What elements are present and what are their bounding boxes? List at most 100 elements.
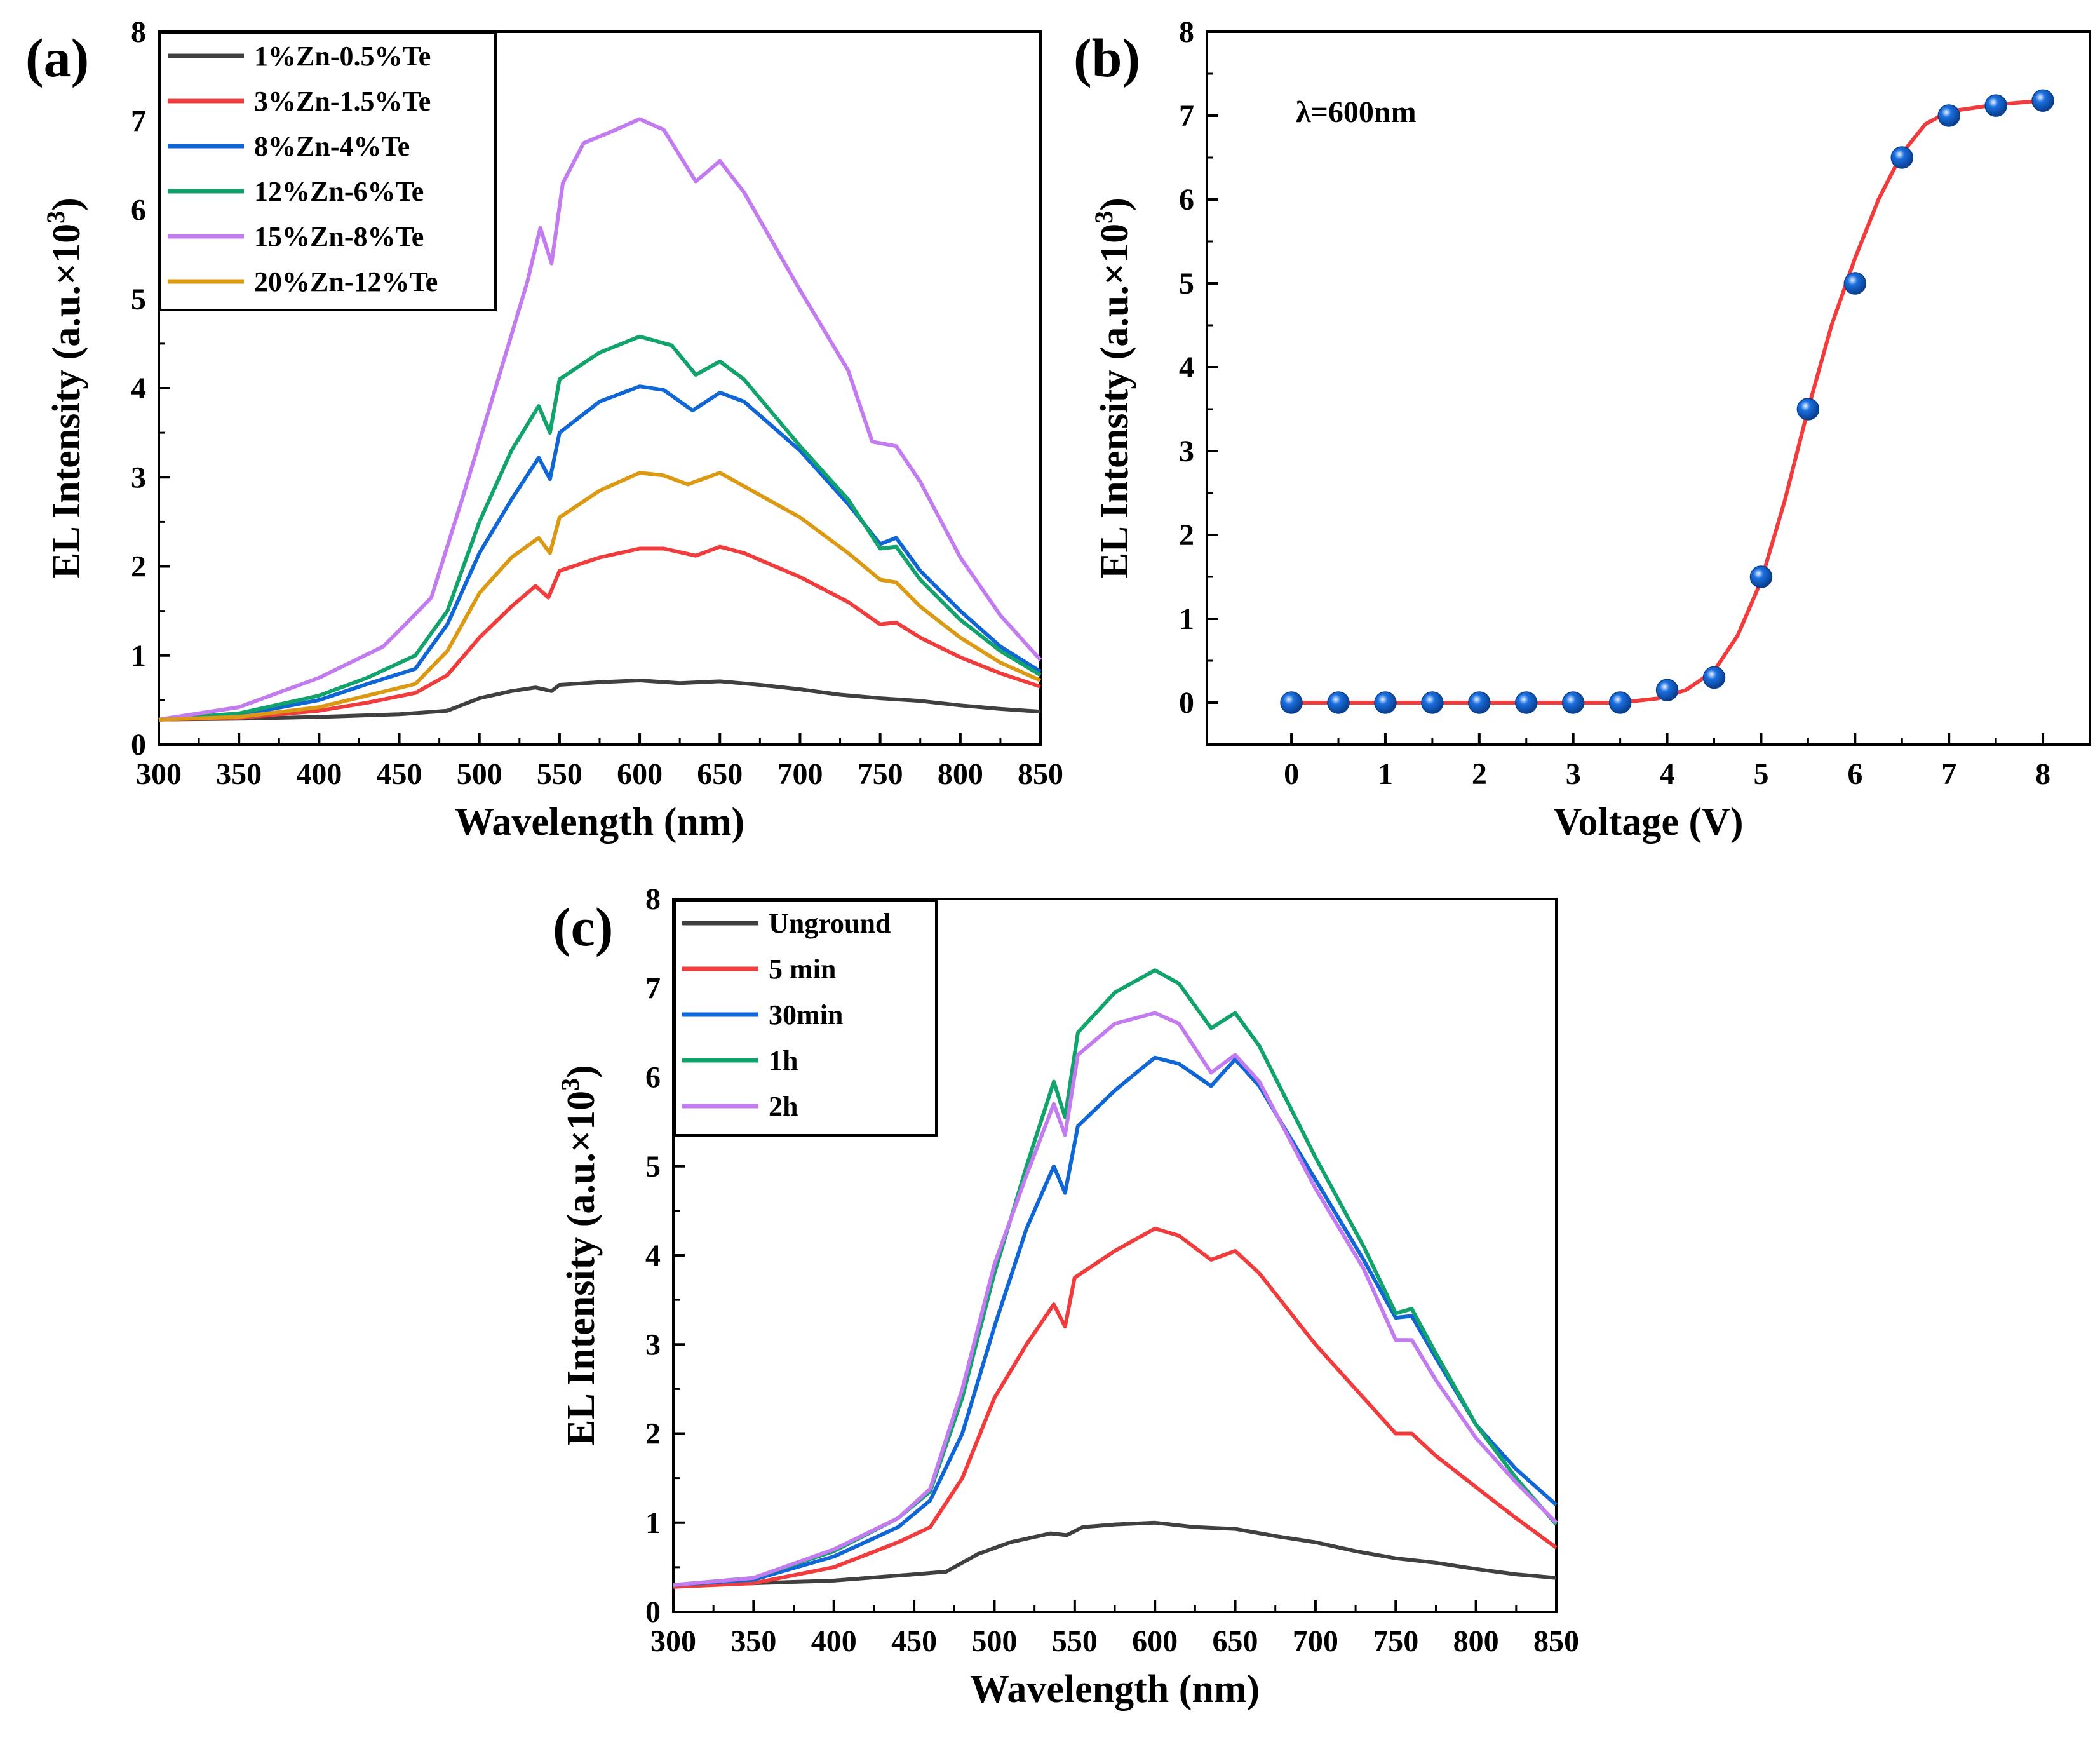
x-axis-title: Voltage (V)	[1553, 800, 1743, 844]
legend-label-4: 12%Zn-6%Te	[254, 176, 424, 207]
legend-box	[159, 32, 497, 311]
x-tick-label: 650	[697, 757, 743, 791]
data-point-13	[1843, 272, 1867, 295]
y-tick-label: 6	[1179, 183, 1194, 217]
y-tick-label: 6	[131, 194, 146, 227]
x-tick-label: 4	[1660, 757, 1675, 791]
x-tick-label: 3	[1566, 757, 1581, 791]
x-tick-label: 7	[1941, 757, 1956, 791]
data-point-1	[1280, 691, 1303, 714]
data-point-15	[1937, 104, 1960, 127]
y-tick-label: 8	[131, 15, 146, 49]
data-point-12	[1796, 398, 1820, 421]
x-tick-label: 1	[1378, 757, 1393, 791]
series-line-2	[158, 544, 1041, 722]
y-tick-label: 8	[1179, 15, 1194, 49]
x-tick-label: 2	[1472, 757, 1487, 791]
y-tick-label: 4	[131, 372, 146, 405]
series-line-5	[158, 117, 1042, 722]
chart-panel-3: (c) 300 350 400 450 500 550 600 650 700 750 800 850 0…	[553, 882, 1579, 1711]
y-axis-title: EL Intensity (a.u.×103)	[41, 198, 88, 579]
data-point-4	[1421, 691, 1444, 714]
y-tick-label: 5	[1179, 267, 1194, 301]
data-point-5	[1468, 691, 1491, 714]
y-tick-label: 1	[1179, 602, 1194, 636]
chart-panel-1: (a) 300 350 400 450 500 550 600 650 700 750 800 850 0…	[25, 15, 1063, 844]
y-axis-title-main: EL Intensity (a.u.×10	[45, 224, 88, 579]
y-tick-label: 2	[1179, 518, 1194, 552]
x-tick-label: 450	[377, 757, 422, 791]
y-tick-label: 5	[131, 283, 146, 316]
x-tick-label: 700	[1293, 1624, 1338, 1658]
data-point-7	[1561, 691, 1585, 714]
data-point-10	[1702, 666, 1726, 689]
series-line-3	[673, 1055, 1558, 1587]
legend-label-6: 20%Zn-12%Te	[254, 266, 438, 297]
legend-label-2: 3%Zn-1.5%Te	[254, 86, 431, 117]
y-tick-label: 1	[131, 639, 146, 673]
legend-label-3: 30min	[769, 999, 843, 1030]
series-line-4	[673, 968, 1558, 1587]
y-tick-label: 5	[645, 1150, 661, 1184]
legend-label-2: 5 min	[769, 954, 836, 985]
y-axis-title-exponent: 3	[1089, 211, 1118, 224]
y-tick-label: 7	[131, 104, 146, 138]
data-point-11	[1749, 565, 1773, 588]
x-tick-label: 450	[891, 1624, 937, 1658]
x-tick-label: 750	[1373, 1624, 1418, 1658]
data-point-9	[1655, 679, 1679, 701]
x-tick-label: 300	[136, 757, 182, 791]
series-line-1	[158, 679, 1041, 722]
x-axis-title: Wavelength (nm)	[970, 1668, 1260, 1711]
legend-label-5: 2h	[769, 1091, 798, 1122]
x-tick-label: 0	[1284, 757, 1299, 791]
x-tick-label: 300	[650, 1624, 696, 1658]
x-tick-label: 350	[730, 1624, 776, 1658]
data-point-3	[1374, 691, 1397, 714]
x-tick-label: 550	[1052, 1624, 1098, 1658]
y-tick-label: 2	[131, 550, 146, 584]
fit-curve	[1291, 98, 2043, 705]
x-tick-label: 850	[1533, 1624, 1579, 1658]
x-tick-label: 6	[1847, 757, 1862, 791]
data-point-8	[1608, 691, 1632, 714]
x-tick-label: 600	[1132, 1624, 1178, 1658]
legend-label-1: 1%Zn-0.5%Te	[254, 41, 431, 72]
y-tick-label: 3	[645, 1328, 661, 1361]
y-axis-title-close: )	[560, 1065, 603, 1078]
legend-label-3: 8%Zn-4%Te	[254, 131, 410, 162]
series-line-6	[158, 471, 1042, 722]
series-line-4	[158, 334, 1042, 722]
y-axis-title-exponent: 3	[41, 211, 70, 224]
y-axis-title: EL Intensity (a.u.×103)	[1089, 198, 1136, 579]
legend-label-1: Unground	[769, 908, 891, 939]
data-point-16	[1984, 94, 2007, 117]
y-axis-title-close: )	[1093, 198, 1136, 211]
series-line-2	[673, 1226, 1558, 1589]
wavelength-annotation: λ=600nm	[1296, 95, 1417, 129]
data-point-6	[1515, 691, 1538, 714]
y-axis-title-main: EL Intensity (a.u.×10	[1093, 224, 1136, 579]
x-tick-label: 8	[2035, 757, 2050, 791]
x-tick-label: 400	[811, 1624, 857, 1658]
y-tick-label: 7	[645, 971, 661, 1005]
x-tick-label: 400	[296, 757, 342, 791]
y-tick-label: 0	[645, 1595, 661, 1629]
y-tick-label: 6	[645, 1061, 661, 1095]
x-tick-label: 850	[1018, 757, 1063, 791]
legend-label-5: 15%Zn-8%Te	[254, 221, 424, 252]
x-tick-label: 550	[537, 757, 582, 791]
y-tick-label: 4	[1179, 351, 1194, 384]
series-line-3	[158, 384, 1042, 722]
series-line-5	[673, 1011, 1558, 1587]
x-axis-title: Wavelength (nm)	[455, 800, 744, 844]
y-tick-label: 3	[131, 461, 146, 494]
x-tick-label: 500	[457, 757, 502, 791]
x-tick-label: 5	[1753, 757, 1768, 791]
chart-panel-2: (b) 0 1 2 3 4 5 6 7 8 0 1 2 3 4 5 6 7 8 Voltage (V) EL Inten…	[1074, 15, 2091, 844]
panel-label: (c)	[553, 896, 613, 957]
data-point-2	[1327, 691, 1350, 714]
data-point-14	[1890, 146, 1914, 169]
x-tick-label: 350	[216, 757, 262, 791]
